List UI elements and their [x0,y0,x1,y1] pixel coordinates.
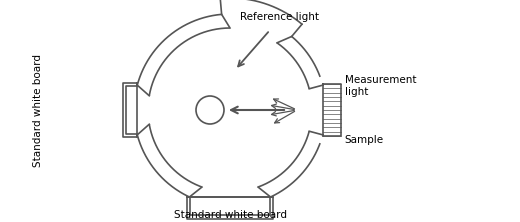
Text: Standard white board: Standard white board [174,210,287,220]
Text: Reference light: Reference light [240,12,319,22]
Text: Measurement
light: Measurement light [345,75,416,97]
Text: Sample: Sample [345,135,384,145]
Text: Standard white board: Standard white board [33,54,43,166]
